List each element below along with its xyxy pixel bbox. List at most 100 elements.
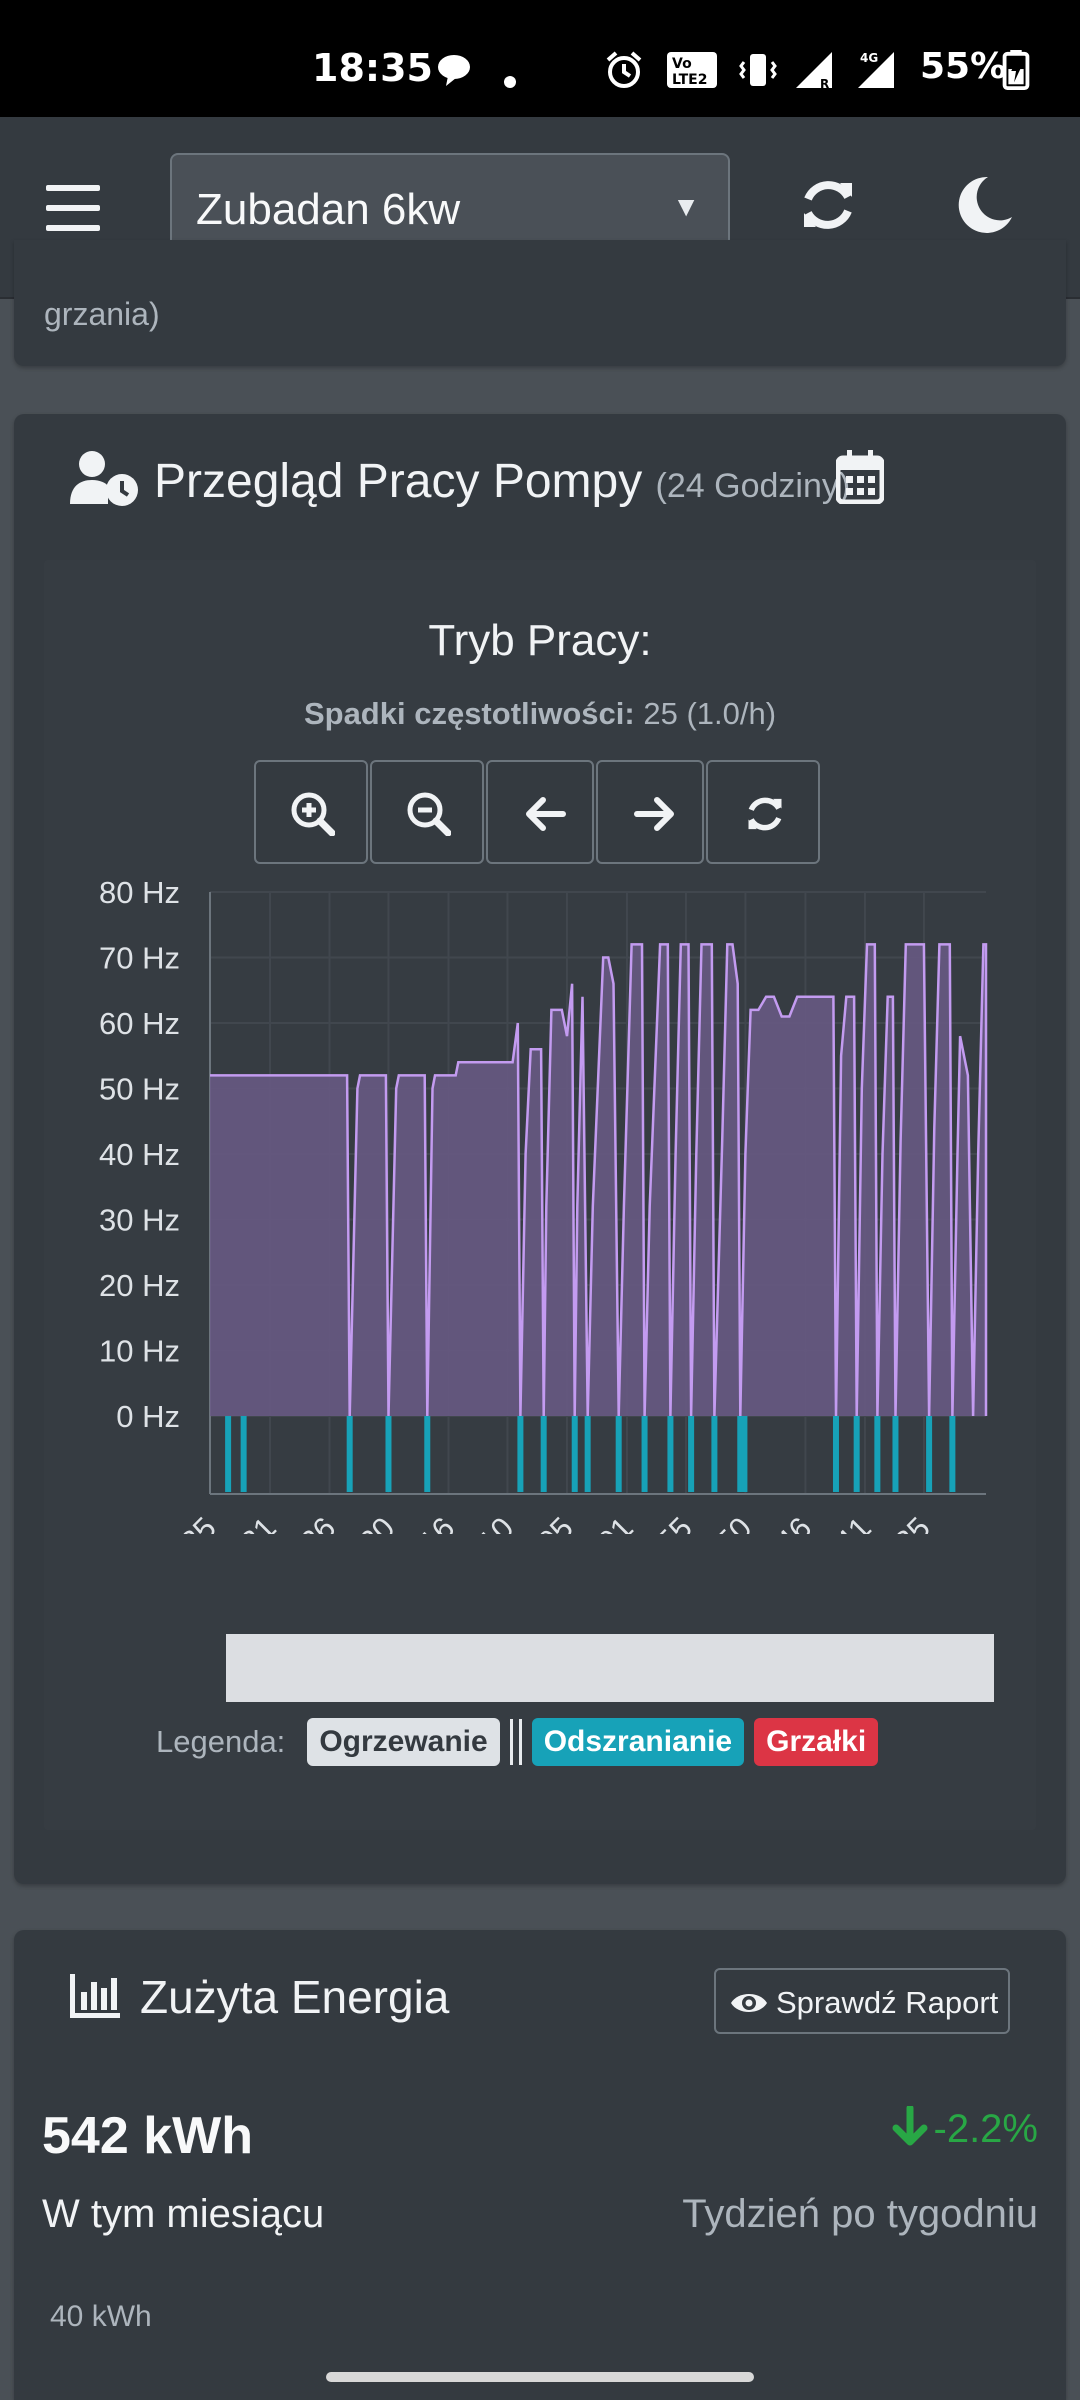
eye-icon <box>731 1994 767 2012</box>
pump-title-text: Przegląd Pracy Pompy <box>154 455 643 508</box>
pan-right-button[interactable] <box>596 760 704 864</box>
defrost-bar <box>874 1416 881 1492</box>
svg-text:4G: 4G <box>860 51 878 65</box>
defrost-bar <box>615 1416 622 1492</box>
vibrate-icon <box>739 54 777 86</box>
defrost-bar <box>517 1416 524 1492</box>
y-tick-label: 80 Hz <box>99 875 180 910</box>
device-select-value: Zubadan 6kw <box>196 185 461 234</box>
zoom-in-icon <box>291 792 335 836</box>
arrow-down-icon <box>892 2104 927 2146</box>
defrost-bar <box>949 1416 956 1492</box>
series-area-heating <box>210 944 986 1416</box>
svg-text:R: R <box>820 77 829 90</box>
bar-chart-icon <box>70 1974 120 2018</box>
battery-percent: 55% <box>920 46 1007 87</box>
zoom-out-button[interactable] <box>370 760 484 864</box>
defrost-bar <box>892 1416 899 1492</box>
y-tick-label: 60 Hz <box>99 1006 180 1041</box>
check-report-label: Sprawdź Raport <box>776 1985 999 2020</box>
check-report-button[interactable]: Sprawdź Raport <box>714 1968 1010 2034</box>
defrost-bar <box>688 1416 695 1492</box>
dot-icon <box>504 76 516 88</box>
arrow-right-icon <box>634 797 674 831</box>
energy-value: 542 kWh <box>42 2107 253 2165</box>
defrost-bar <box>926 1416 933 1492</box>
defrost-bar <box>225 1416 232 1492</box>
zoom-in-button[interactable] <box>254 760 368 864</box>
status-bar: 18:35 Vo LTE2 R 4G 55% <box>0 0 1080 117</box>
energy-axis-top-label: 40 kWh <box>50 2300 152 2333</box>
y-tick-label: 20 Hz <box>99 1268 180 1303</box>
legend-heater-badge: Grzałki <box>754 1718 879 1766</box>
legend-separator <box>509 1719 522 1765</box>
defrost-bar <box>584 1416 591 1492</box>
zoom-out-icon <box>407 792 451 836</box>
series-line-heating <box>210 943 988 1417</box>
energy-card-title: Zużyta Energia <box>140 1971 450 2023</box>
pump-title-subtitle: (24 Godziny) <box>655 467 851 505</box>
legend: Legenda: Ogrzewanie Odszranianie Grzałki <box>156 1716 888 1768</box>
y-tick-label: 70 Hz <box>99 941 180 976</box>
y-tick-label: 40 Hz <box>99 1137 180 1172</box>
defrost-bar <box>832 1416 839 1492</box>
frequency-drops: Spadki częstotliwości: 25 (1.0/h) <box>14 696 1066 732</box>
energy-card: Zużyta Energia Sprawdź Raport 542 kWh W … <box>14 1930 1066 2400</box>
pan-left-button[interactable] <box>486 760 594 864</box>
svg-text:LTE2: LTE2 <box>672 72 707 88</box>
legend-label: Legenda: <box>156 1724 286 1759</box>
frequency-drops-value: 25 (1.0/h) <box>643 696 777 731</box>
refresh-icon[interactable] <box>796 173 860 237</box>
defrost-bar <box>240 1416 247 1492</box>
signal-4g-icon: 4G <box>858 51 894 88</box>
y-tick-label: 0 Hz <box>116 1399 180 1434</box>
energy-change-value: -2.2% <box>933 2107 1039 2151</box>
pump-card-title: Przegląd Pracy Pompy (24 Godziny) <box>154 454 850 509</box>
y-tick-label: 50 Hz <box>99 1072 180 1107</box>
defrost-bar <box>667 1416 674 1492</box>
defrost-bar <box>737 1416 744 1492</box>
signal-r-icon: R <box>796 52 832 90</box>
status-time: 18:35 <box>312 46 433 90</box>
user-clock-icon <box>70 451 138 506</box>
y-tick-label: 30 Hz <box>99 1203 180 1238</box>
refresh-icon <box>748 797 782 831</box>
energy-period: W tym miesiącu <box>42 2192 325 2236</box>
frequency-chart-svg: 80 Hz 70 Hz 60 Hz 50 Hz 40 Hz 30 Hz 20 Hz 10 Hz… <box>99 875 988 1590</box>
chart-range-slider[interactable] <box>226 1634 994 1702</box>
y-tick-label: 10 Hz <box>99 1334 180 1369</box>
battery-charging-icon <box>1002 50 1030 90</box>
defrost-bar <box>571 1416 578 1492</box>
defrost-bar <box>424 1416 431 1492</box>
chat-bubble-icon <box>438 55 470 86</box>
hamburger-menu-icon[interactable] <box>46 185 100 231</box>
calendar-icon[interactable] <box>836 450 884 504</box>
energy-compare-label: Tydzień po tygodniu <box>682 2192 1038 2236</box>
defrost-bar <box>741 1416 748 1492</box>
defrost-bar <box>853 1416 860 1492</box>
defrost-bar <box>385 1416 392 1492</box>
defrost-bar <box>540 1416 547 1492</box>
reset-zoom-button[interactable] <box>706 760 820 864</box>
defrost-bar <box>641 1416 648 1492</box>
frequency-drops-label: Spadki częstotliwości: <box>303 696 635 731</box>
frequency-chart[interactable]: 80 Hz 70 Hz 60 Hz 50 Hz 40 Hz 30 Hz 20 Hz 10 Hz… <box>14 874 1066 1590</box>
defrost-bar <box>711 1416 718 1492</box>
previous-card-text: grzania) <box>44 296 160 332</box>
x-tick-label: 17:35 <box>143 1510 223 1534</box>
chart-controls <box>254 760 822 864</box>
energy-change: -2.2% <box>892 2104 1039 2152</box>
arrow-left-icon <box>526 797 566 831</box>
previous-card: grzania) <box>14 240 1066 366</box>
alarm-icon <box>606 51 642 88</box>
chevron-down-icon: ▼ <box>672 191 700 222</box>
defrost-bar <box>346 1416 353 1492</box>
legend-defrost-badge: Odszranianie <box>531 1718 745 1766</box>
mode-title: Tryb Pracy: <box>428 616 652 665</box>
svg-text:Vo: Vo <box>672 56 692 72</box>
legend-heating-badge: Ogrzewanie <box>307 1718 500 1766</box>
pump-overview-card: Przegląd Pracy Pompy (24 Godziny) Tryb P… <box>14 414 1066 1884</box>
moon-icon[interactable] <box>952 173 1016 237</box>
home-indicator[interactable] <box>326 2372 754 2382</box>
